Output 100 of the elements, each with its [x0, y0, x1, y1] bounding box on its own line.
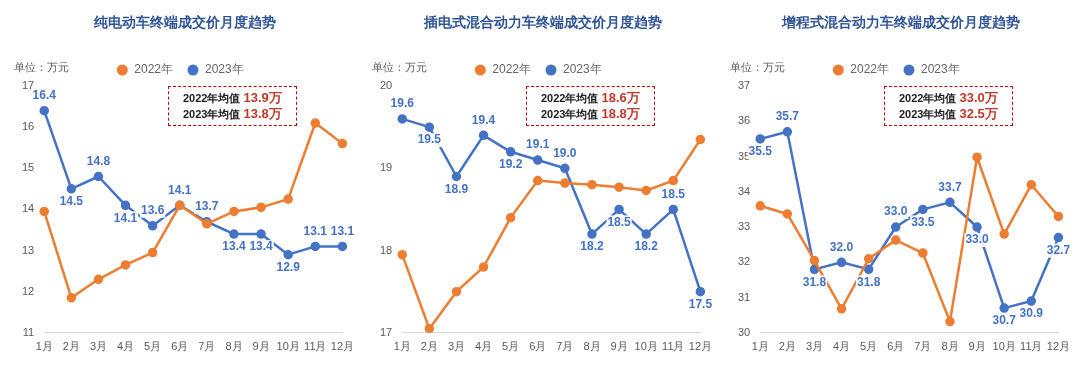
y-tick-label: 30: [737, 325, 751, 338]
data-label: 31.8: [856, 274, 881, 289]
point: [147, 247, 158, 258]
point: [424, 323, 435, 333]
annotation: 2023年均值 32.5万: [899, 106, 998, 121]
x-tick-label: 1月: [751, 340, 769, 353]
x-tick-label: 11月: [304, 340, 327, 353]
data-label: 35.5: [748, 144, 773, 159]
legend-label: 2022年: [492, 62, 532, 77]
point: [836, 257, 847, 268]
y-tick-label: 18: [379, 243, 393, 256]
point: [560, 178, 570, 188]
point: [614, 204, 624, 215]
point: [587, 179, 597, 190]
data-label: 32.7: [1046, 242, 1071, 257]
point: [451, 286, 462, 297]
point: [782, 127, 793, 137]
y-tick-label: 36: [737, 114, 751, 127]
data-label: 13.1: [330, 223, 355, 238]
point: [641, 229, 651, 239]
data-label: 18.2: [634, 239, 659, 254]
data-label: 18.2: [580, 239, 604, 254]
point: [1026, 296, 1037, 306]
point: [891, 235, 901, 245]
x-tick-label: 6月: [171, 340, 189, 353]
point: [478, 130, 489, 141]
point: [229, 229, 239, 239]
data-label: 13.4: [249, 239, 274, 254]
legend-label: 2023年: [205, 62, 244, 77]
point: [397, 114, 407, 124]
data-label: 13.4: [222, 239, 246, 254]
x-tick-label: 4月: [474, 340, 493, 353]
data-label: 31.8: [802, 274, 827, 289]
x-tick-label: 9月: [968, 340, 986, 353]
annotation: 2022年均值 33.0万: [899, 90, 998, 105]
point: [39, 206, 49, 217]
point: [668, 204, 679, 215]
data-label: 30.7: [992, 313, 1017, 328]
x-tick-label: 1月: [35, 340, 53, 353]
data-label: 19.6: [390, 96, 415, 111]
data-label: 17.5: [688, 296, 713, 311]
data-label: 19.2: [498, 157, 523, 172]
x-tick-label: 6月: [887, 340, 905, 353]
data-label: 33.7: [938, 179, 962, 194]
y-tick-label: 17: [21, 79, 35, 92]
point: [945, 316, 955, 327]
point: [695, 134, 706, 145]
x-tick-label: 5月: [144, 340, 162, 353]
y-tick-label: 12: [21, 284, 35, 297]
point: [93, 171, 104, 182]
y-tick-label: 13: [21, 243, 35, 256]
x-tick-label: 11月: [662, 340, 685, 353]
data-label: 19.1: [526, 137, 550, 152]
point: [782, 209, 793, 219]
chart-title: 插电式混合动力车终端成交价月度趋势: [423, 13, 663, 32]
point: [505, 212, 516, 223]
x-tick-label: 10月: [992, 340, 1016, 353]
data-label: 16.4: [32, 87, 57, 102]
legend-label: 2023年: [921, 62, 960, 77]
y-tick-label: 35: [737, 149, 751, 162]
y-tick-label: 11: [22, 325, 35, 338]
point: [93, 274, 104, 285]
point: [863, 254, 874, 264]
legend-label: 2022年: [134, 62, 174, 77]
point: [695, 286, 706, 297]
x-tick-label: 9月: [252, 340, 270, 353]
data-label: 13.7: [195, 199, 219, 214]
data-label: 14.5: [59, 194, 84, 209]
x-tick-label: 12月: [688, 340, 713, 353]
y-axis-title: 单位：万元: [372, 60, 427, 75]
point: [505, 147, 516, 157]
data-label: 19.4: [471, 112, 496, 127]
point: [337, 241, 348, 252]
y-tick-label: 20: [379, 79, 393, 92]
x-tick-label: 6月: [529, 340, 547, 353]
x-tick-label: 8月: [583, 340, 601, 353]
point: [120, 260, 131, 270]
point: [424, 122, 435, 132]
point: [809, 264, 820, 275]
point: [587, 229, 597, 239]
point: [310, 241, 321, 252]
point: [918, 204, 928, 215]
x-tick-label: 10月: [276, 340, 300, 353]
x-tick-label: 7月: [198, 340, 216, 353]
point: [755, 201, 765, 211]
x-tick-label: 4月: [116, 340, 135, 353]
point: [337, 138, 348, 149]
data-label: 14.1: [113, 210, 138, 225]
point: [918, 248, 928, 258]
point: [945, 197, 955, 208]
y-tick-label: 19: [379, 161, 393, 174]
x-tick-label: 7月: [914, 340, 932, 353]
x-tick-label: 7月: [556, 340, 574, 353]
x-tick-label: 2月: [420, 340, 438, 353]
y-tick-label: 33: [737, 220, 751, 233]
y-tick-label: 14: [21, 202, 35, 215]
data-label: 13.1: [303, 223, 328, 238]
data-label: 18.5: [607, 214, 632, 229]
annotation: 2023年均值 18.8万: [541, 106, 640, 121]
x-tick-label: 2月: [62, 340, 80, 353]
